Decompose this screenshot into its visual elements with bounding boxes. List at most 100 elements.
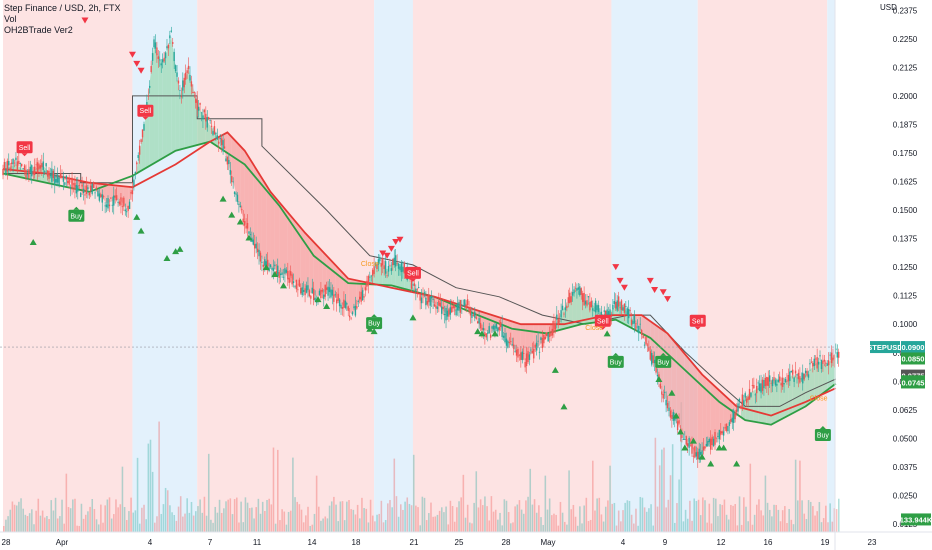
candle-body (484, 332, 486, 336)
trend-fill-segment (671, 338, 677, 423)
signal-markers: Sell Sell Sell Sell Sell Buy Buy Buy Buy Buy Close… (0, 17, 835, 467)
volume-bar (410, 505, 413, 532)
candle-body (448, 309, 450, 317)
candle-body (41, 163, 43, 168)
candle-body (600, 311, 603, 318)
volume-bar (108, 497, 111, 532)
candle-body (38, 163, 40, 170)
candle-body (510, 341, 512, 343)
y-tick-label: 0.1500 (893, 206, 918, 215)
trend-fill-segment (253, 164, 258, 252)
volume-bar (512, 522, 514, 532)
candle-body (422, 293, 424, 296)
candle-body (393, 257, 395, 266)
trend-fill-segment (274, 196, 280, 272)
red-trend-line (2, 131, 837, 417)
candle-body (387, 266, 390, 272)
candle-body (232, 181, 234, 183)
volume-bar (829, 503, 831, 532)
candle-body (455, 309, 457, 316)
strategy-indicator-label[interactable]: OH2BTrade Ver2 (4, 25, 73, 35)
candle-body (150, 66, 152, 73)
volume-bar (734, 504, 736, 532)
candle-body (487, 332, 489, 334)
candle-body (744, 393, 746, 398)
volume-bar (771, 516, 773, 532)
volume-bar (41, 510, 44, 532)
volume-indicator-label[interactable]: Vol (4, 14, 17, 24)
volume-bar (164, 487, 167, 532)
candle-body (523, 353, 525, 354)
volume-bar (9, 509, 12, 532)
candle-body (756, 385, 758, 394)
volume-bar (428, 513, 430, 532)
volume-bar (199, 499, 201, 532)
candle-body (764, 377, 767, 387)
volume-bar (201, 512, 204, 532)
volume-bar (760, 510, 762, 532)
candle-body (570, 296, 572, 303)
volume-bar (643, 507, 646, 532)
volume-bar (723, 499, 726, 532)
trend-fill-segment (326, 255, 331, 294)
price-label-bg (901, 513, 931, 526)
candle-body (638, 325, 640, 334)
candle-body (131, 190, 134, 195)
volume-bar (751, 524, 754, 532)
candle-body (315, 301, 318, 303)
volume-bar (158, 421, 160, 532)
x-tick-label: Apr (56, 538, 69, 547)
candle-body (23, 165, 26, 171)
x-tick-label: 28 (2, 538, 11, 547)
volume-bar (497, 519, 499, 532)
sell-tag (137, 104, 154, 117)
signal-label: Sell (692, 318, 704, 325)
volume-bar (645, 511, 648, 532)
candle-body (514, 350, 516, 352)
trend-fill-segment (102, 184, 107, 204)
volume-bar (663, 447, 665, 532)
symbol-label-bg (870, 341, 900, 354)
volume-bar (283, 511, 286, 532)
trend-fill-segment (684, 353, 690, 443)
buy-triangle (603, 330, 611, 337)
candle-body (137, 155, 139, 158)
volume-bar (805, 519, 808, 532)
candle-body (2, 168, 4, 176)
volume-bar (538, 505, 540, 532)
volume-bar (695, 500, 698, 532)
chart-legend[interactable]: Step Finance / USD, 2h, FTX Vol OH2BTrad… (4, 3, 121, 36)
volume-bar (115, 499, 117, 532)
trend-fill-segment (533, 324, 539, 352)
volume-bar (128, 511, 130, 532)
trend-fill-segment (188, 68, 193, 148)
candle-body (461, 305, 463, 307)
candle-body (245, 225, 247, 229)
candle-body (733, 410, 735, 423)
volume-bar (117, 507, 119, 532)
trend-fill-segment (162, 50, 167, 159)
volume-bar (624, 502, 626, 532)
trend-fill-segment (300, 227, 306, 290)
volume-bar (352, 509, 355, 532)
symbol-title[interactable]: Step Finance / USD, 2h, FTX (4, 3, 121, 13)
candle-body (604, 310, 607, 316)
volume-bar (330, 501, 333, 532)
candle-body (254, 243, 256, 249)
candle-body (550, 330, 552, 336)
volume-bar (274, 523, 277, 532)
volume-bar (766, 502, 769, 532)
trend-fill-segment (348, 278, 353, 316)
candle-body (573, 289, 575, 294)
candle-body (107, 198, 109, 209)
candle-body (745, 398, 748, 403)
candle-body (430, 296, 433, 299)
volume-bar (503, 499, 506, 532)
volume-bar (285, 524, 288, 532)
candle-body (451, 307, 453, 313)
candle-body (502, 335, 505, 338)
candle-body (212, 131, 214, 135)
volume-bar (626, 500, 629, 532)
